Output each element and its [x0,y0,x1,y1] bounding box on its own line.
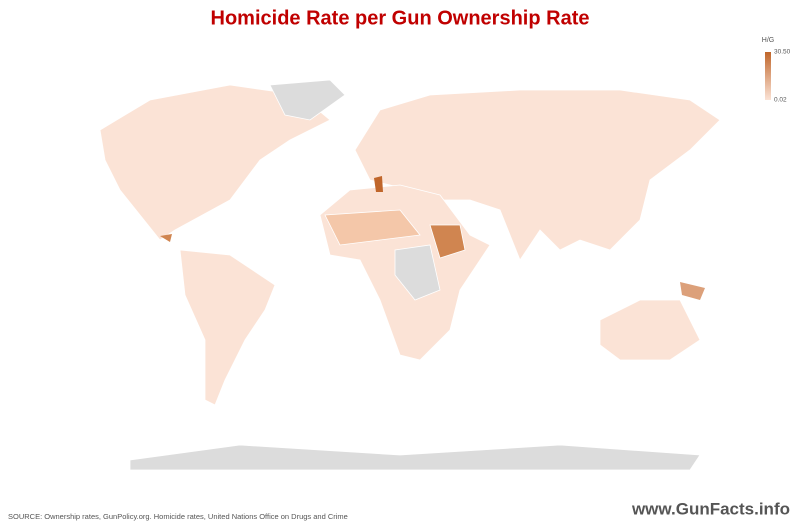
north-america [99,84,331,241]
legend: H/G [762,37,774,100]
region-highlight [160,234,172,242]
world-map [99,79,721,471]
color-scale [765,52,771,100]
watermark: www.GunFacts.info [631,499,790,518]
antarctica [129,444,701,471]
south-america [179,249,276,406]
australia [599,299,701,361]
region-highlight [680,282,705,300]
legend-title: H/G [762,37,774,44]
region-highlight [429,224,466,259]
source: SOURCE: Ownership rates, GunPolicy.org. … [8,512,348,521]
sahel-region [324,209,421,246]
greenland [269,79,346,121]
region-highlight [374,176,383,192]
eurasia [354,89,721,261]
title: Homicide Rate per Gun Ownership Rate [211,7,590,29]
legend-max: 30.50 [774,49,791,56]
central-africa [394,244,441,301]
legend-min: 0.02 [774,97,787,104]
